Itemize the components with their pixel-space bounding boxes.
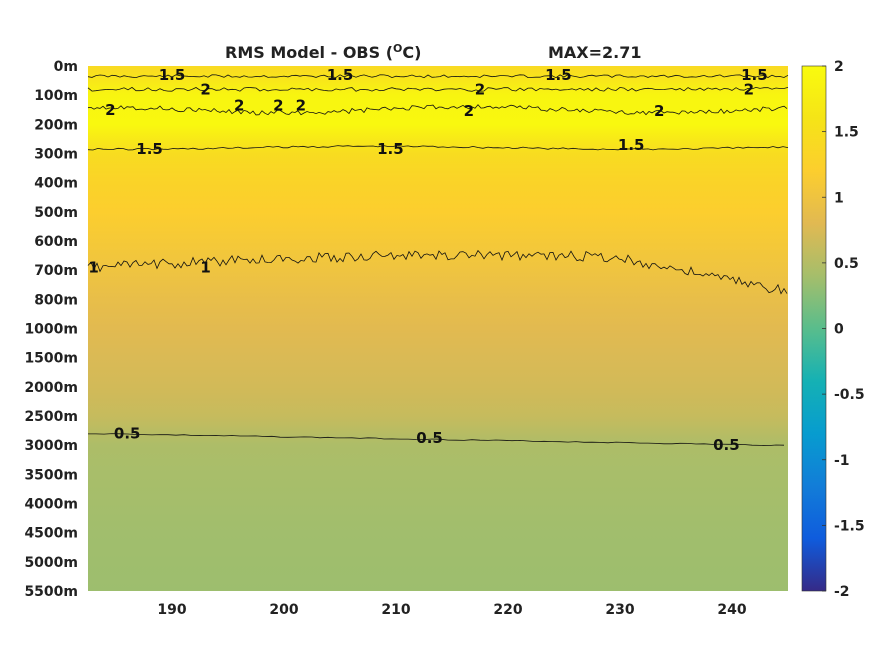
y-tick-label: 700m [34,263,78,279]
y-tick-label: 800m [34,292,78,308]
contour-label: 2 [234,96,244,114]
contour-label: 2 [273,96,283,114]
colorbar-tick-label: 1.5 [834,125,859,141]
contour-label: 2 [296,96,306,114]
contour-label: 2 [475,80,485,98]
contour-line-1.5-lower [87,144,789,151]
colorbar-tick-label: -2 [834,584,850,600]
contour-label: 1 [88,258,98,276]
contour-line-2-lower [87,104,788,116]
contour-label: 2 [105,101,115,119]
y-tick-label: 400m [34,176,78,192]
y-tick-label: 600m [34,234,78,250]
contour-label: 0.5 [114,425,141,443]
y-tick-label: 300m [34,147,78,163]
y-tick-label: 5000m [24,555,78,571]
y-tick-label: 5500m [24,584,78,600]
contour-label: 1.5 [377,140,404,158]
contour-label: 2 [744,80,754,98]
y-tick-label: 200m [34,117,78,133]
y-tick-label: 1500m [24,351,78,367]
contour-label: 1.5 [741,66,768,84]
colorbar-tick-label: -1.5 [834,518,865,534]
colorbar-tick-label: 0 [834,322,844,338]
x-axis: 190 200 210 220 230 240 [157,602,746,618]
contour-label: 0.5 [713,436,740,454]
contour-layer [87,74,789,447]
contour-label: 2 [200,80,210,98]
contour-label: 1.5 [159,66,186,84]
y-tick-label: 0m [54,59,78,75]
y-tick-label: 2000m [24,380,78,396]
y-tick-label: 4500m [24,526,78,542]
contour-label: 1.5 [136,140,163,158]
chart-title: RMS Model - OBS (OC) [225,42,421,62]
y-tick-label: 500m [34,205,78,221]
colorbar-tick-label: 2 [834,59,844,75]
contour-label: 0.5 [416,429,443,447]
contour-label: 1.5 [618,136,645,154]
y-tick-label: 4000m [24,497,78,513]
y-axis: 0m 100m 200m 300m 400m 500m 600m 700m 800m 1000m 1… [24,59,78,600]
y-tick-label: 100m [34,88,78,104]
max-label: MAX=2.71 [548,43,642,62]
contour-line-1.5-upper [87,74,789,79]
contour-line-2-upper [87,86,789,92]
y-tick-label: 2500m [24,409,78,425]
colorbar-tick-label: 0.5 [834,256,859,272]
contour-label: 2 [654,102,664,120]
colorbar-tick-label: -0.5 [834,387,865,403]
contour-labels: 1.5 1.5 1.5 1.52 2 22 2 2 2 2 21.5 1.5 1.51 10.5 0.5 0.… [88,66,767,454]
contour-label: 1 [200,258,210,276]
x-tick-label: 220 [493,602,522,618]
contour-label: 1.5 [545,66,572,84]
y-tick-label: 1000m [24,322,78,338]
contour-line-1 [87,249,788,295]
colorbar-tick-label: -1 [834,453,850,469]
contour-line-0.5 [88,433,785,447]
y-tick-label: 3000m [24,438,78,454]
colorbar-axis: 2 1.5 1 0.5 0 -0.5 -1 -1.5 -2 [822,59,865,600]
x-tick-label: 210 [381,602,410,618]
y-tick-label: 3500m [24,467,78,483]
x-tick-label: 200 [269,602,298,618]
heatmap-field [88,66,788,591]
x-tick-label: 190 [157,602,186,618]
x-tick-label: 230 [605,602,634,618]
colorbar-tick-label: 1 [834,190,844,206]
contour-label: 1.5 [327,66,354,84]
contour-label: 2 [464,102,474,120]
x-tick-label: 240 [717,602,746,618]
